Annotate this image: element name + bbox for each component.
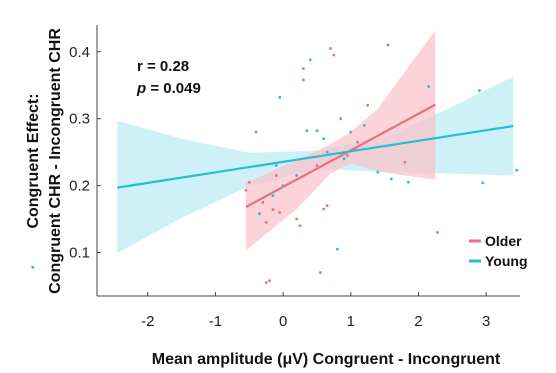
young-data-point [349,131,352,134]
older-data-point [339,117,342,120]
young-data-point [363,124,366,127]
older-data-point [278,211,281,214]
older-data-point [326,204,329,207]
young-data-point [326,151,329,154]
young-data-point [278,96,281,99]
x-tick-label: 0 [279,313,287,330]
correlation-r-label: r = 0.28 [137,58,189,75]
young-data-point [515,169,518,172]
y-tick-label: 0.4 [69,44,90,61]
x-axis-title: Mean amplitude (μV) Congruent - Incongru… [152,351,501,368]
older-data-point [255,131,258,134]
young-data-point [343,157,346,160]
older-data-point [387,44,390,47]
x-ticks: -2 -1 0 1 2 3 [141,292,490,330]
older-data-point [244,189,247,192]
young-data-point [478,89,481,92]
legend-label-older: Older [485,233,522,249]
older-data-point [322,208,325,211]
older-data-point [265,281,268,284]
young-data-point [295,174,298,177]
older-confidence-band [246,30,436,250]
older-data-point [346,154,349,157]
young-data-point [336,248,339,251]
x-tick-label: -1 [209,313,222,330]
older-data-point [332,54,335,57]
older-data-point [261,201,264,204]
older-data-point [316,164,319,167]
older-data-point [356,141,359,144]
p-value: = 0.049 [146,80,201,97]
older-data-point [268,279,271,282]
young-data-point [309,58,312,61]
young-data-point [272,194,275,197]
y-ticks: 0.1 0.2 0.3 0.4 [69,44,101,262]
older-data-point [272,208,275,211]
young-data-point [31,266,34,269]
older-data-point [295,218,298,221]
correlation-p-label: p = 0.049 [136,80,201,97]
p-italic: p [136,80,146,97]
young-data-point [302,78,305,81]
older-data-point [302,67,305,70]
young-data-point [481,182,484,185]
x-tick-label: 1 [347,313,355,330]
young-data-point [407,181,410,184]
x-tick-label: -2 [141,313,154,330]
young-data-point [322,137,325,140]
y-tick-label: 0.2 [69,178,90,195]
young-data-point [390,178,393,181]
x-tick-label: 2 [414,313,422,330]
older-data-point [248,181,251,184]
y-tick-label: 0.3 [69,111,90,128]
y-axis-title-line1: Congruent Effect: [25,93,42,228]
older-data-point [265,221,268,224]
x-tick-label: 3 [482,313,490,330]
older-data-point [329,47,332,50]
young-data-point [258,212,261,215]
older-data-point [404,161,407,164]
young-data-point [275,164,278,167]
young-data-point [316,129,319,132]
y-axis-title-line2: Congruent CHR - Incongruent CHR [47,28,64,294]
young-data-point [282,184,285,187]
older-data-point [299,224,302,227]
young-data-point [305,129,308,132]
older-data-point [275,174,278,177]
young-data-point [427,85,430,88]
older-data-point [436,231,439,234]
legend: Older Young [469,233,528,269]
older-data-point [366,104,369,107]
legend-label-young: Young [485,253,528,269]
young-data-point [376,171,379,174]
y-tick-label: 0.1 [69,245,90,262]
older-data-point [319,271,322,274]
